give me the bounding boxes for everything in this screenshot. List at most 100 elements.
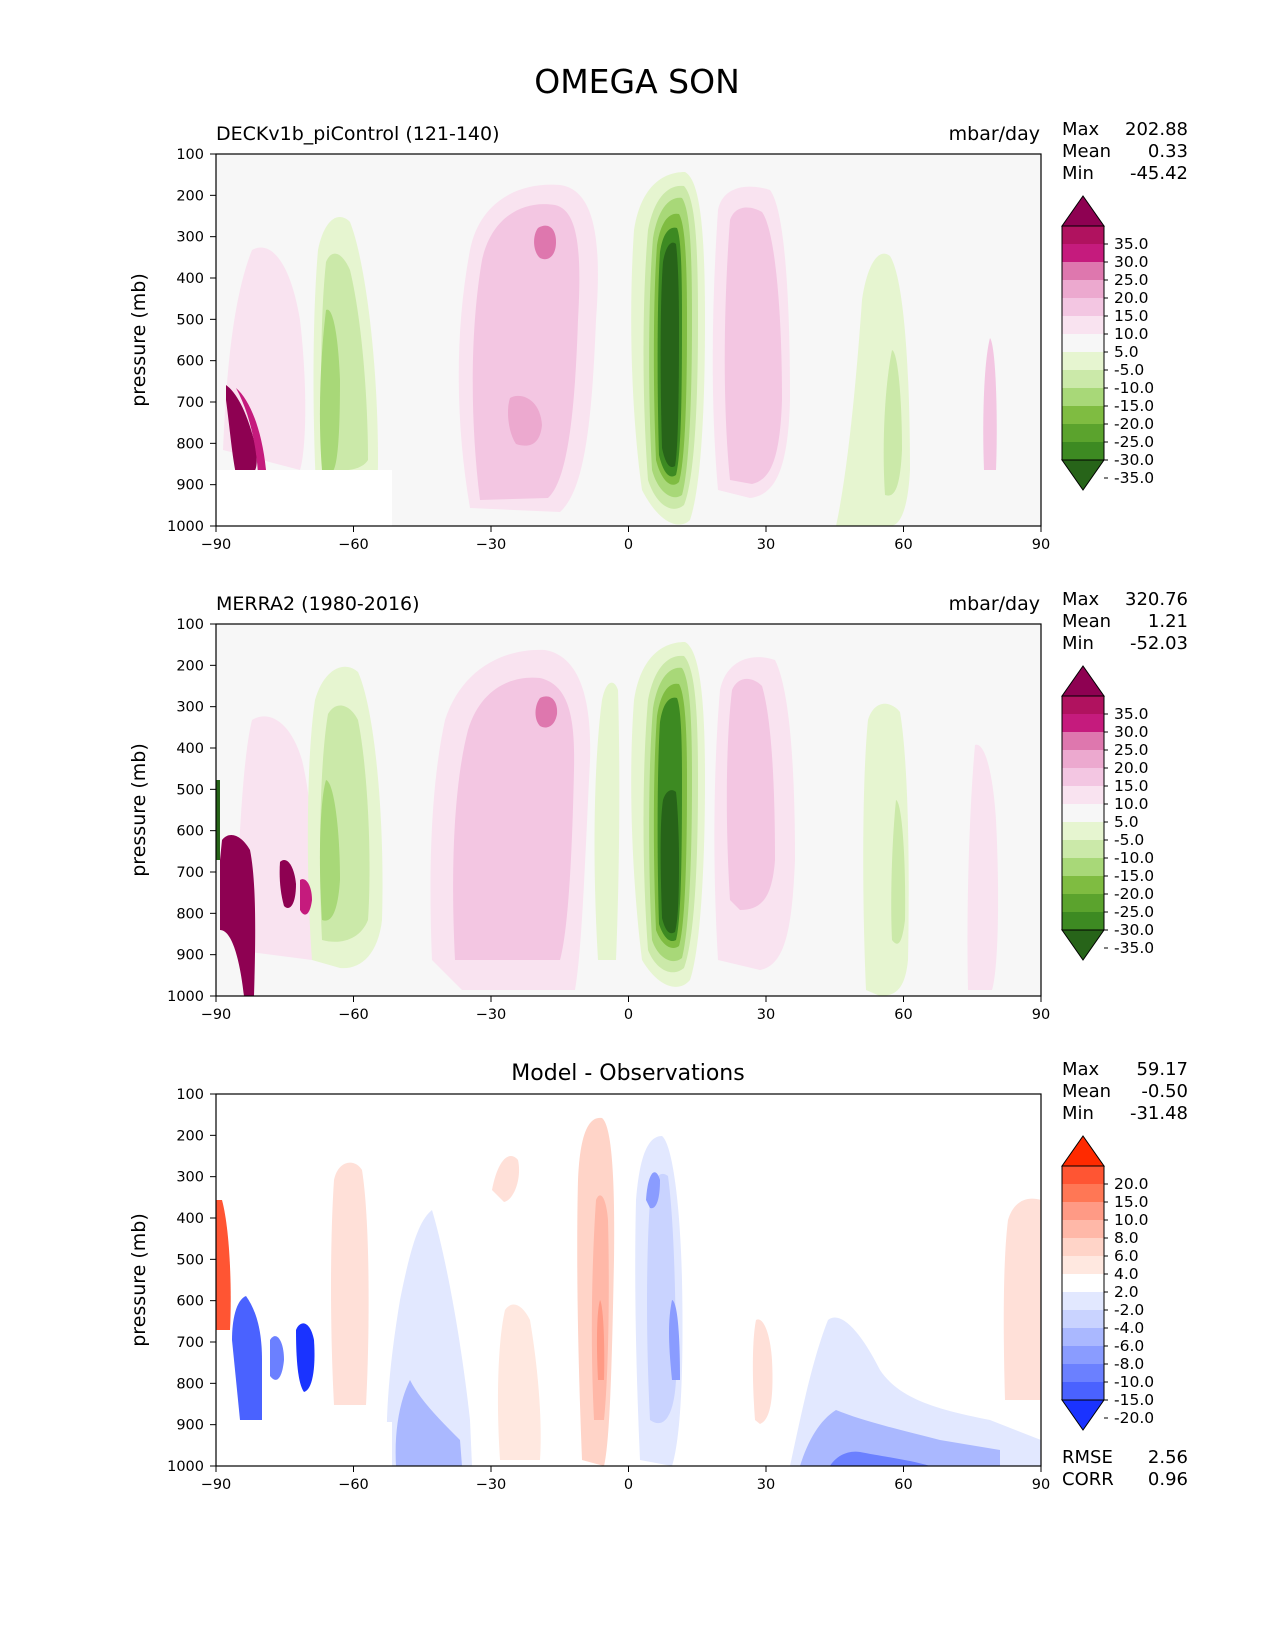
x-tick-label: −30 [476, 1477, 507, 1493]
y-tick-label: 1000 [167, 1459, 204, 1475]
colorbar-label: -15.0 [1114, 867, 1154, 885]
colorbar-label: -5.0 [1114, 361, 1144, 379]
y-tick-label: 100 [176, 617, 204, 633]
y-tick-label: 1000 [167, 989, 204, 1005]
stat-max-value: 202.88 [1125, 119, 1188, 140]
colorbar-segment [1062, 280, 1104, 298]
error-stats: RMSE 2.56 CORR 0.96 [1062, 1447, 1188, 1490]
stat-min-label: Min [1062, 633, 1094, 654]
x-tick-label: −90 [201, 537, 232, 553]
y-tick-label: 300 [176, 1170, 204, 1186]
colorbar-label: -20.0 [1114, 885, 1154, 903]
colorbar: 35.030.025.020.015.010.05.0-5.0-10.0-15.… [1061, 665, 1154, 961]
y-axis-label: pressure (mb) [128, 273, 150, 407]
colorbar-segment [1062, 894, 1104, 912]
panel-obs-units: mbar/day [949, 593, 1040, 615]
x-tick-label: −30 [476, 1007, 507, 1023]
colorbar-segment [1062, 316, 1104, 334]
colorbar-segment [1062, 1382, 1104, 1400]
y-tick-label: 800 [176, 436, 204, 452]
contour-neg-nh-inner [800, 1410, 1000, 1466]
colorbar-segment [1062, 1166, 1104, 1184]
contour-descent-nh-inner [726, 678, 775, 910]
colorbar-label: 20.0 [1114, 289, 1149, 307]
y-axis-label: pressure (mb) [128, 743, 150, 877]
colorbar-extend-top [1061, 1135, 1105, 1167]
contour-descent-nh-polar [967, 744, 999, 990]
colorbar-segment [1062, 768, 1104, 786]
stat-max-label: Max [1062, 589, 1100, 610]
x-axis: −90 −60 −30 0 30 60 90 [201, 1466, 1050, 1493]
stat-max-label: Max [1062, 1059, 1100, 1080]
colorbar-segment [1062, 1292, 1104, 1310]
colorbar-frame [1061, 695, 1105, 931]
contour-pos-polar [216, 1200, 231, 1330]
contour-field [216, 624, 1041, 996]
contour-descent-sh-polar [235, 716, 315, 960]
y-tick-label: 500 [176, 782, 204, 798]
colorbar-label: 15.0 [1114, 1193, 1149, 1211]
colorbar-label: 8.0 [1114, 1229, 1139, 1247]
stat-mean-label: Mean [1062, 1081, 1111, 1102]
contour-pos-nh [1003, 1198, 1041, 1400]
colorbar-label: -35.0 [1114, 939, 1154, 957]
colorbar-segment [1062, 804, 1104, 822]
colorbar-label: 35.0 [1114, 705, 1149, 723]
stat-min-label: Min [1062, 163, 1094, 184]
masked-region [216, 1422, 392, 1466]
colorbar-segment [1062, 1310, 1104, 1328]
y-tick-label: 100 [176, 147, 204, 163]
colorbar-label: -25.0 [1114, 903, 1154, 921]
colorbar-segment [1062, 786, 1104, 804]
y-tick-label: 900 [176, 1418, 204, 1434]
x-tick-label: −90 [201, 1477, 232, 1493]
y-axis: 100 200 300 400 500 600 700 800 900 1000 [167, 147, 216, 535]
stat-rmse-value: 2.56 [1148, 1447, 1188, 1468]
colorbar-segment [1062, 352, 1104, 370]
y-tick-label: 400 [176, 271, 204, 287]
colorbar-segment [1062, 1346, 1104, 1364]
x-tick-label: −60 [338, 537, 369, 553]
colorbar-extend-bottom [1061, 929, 1105, 961]
contour-neg-equator-top [646, 1172, 660, 1209]
colorbar-frame [1061, 225, 1105, 461]
colorbar-label: 10.0 [1114, 795, 1149, 813]
colorbar-segment [1062, 876, 1104, 894]
x-tick-label: 60 [894, 1007, 912, 1023]
y-tick-label: 700 [176, 1335, 204, 1351]
colorbar-label: -5.0 [1114, 831, 1144, 849]
colorbar-label: -15.0 [1114, 1391, 1154, 1409]
x-tick-label: −60 [338, 1007, 369, 1023]
stat-mean-value: 1.21 [1148, 611, 1188, 632]
panel-diff: Model - Observations pressure (mb) [128, 1059, 1188, 1493]
colorbar-segment [1062, 840, 1104, 858]
colorbar-label: 15.0 [1114, 307, 1149, 325]
colorbar-segment [1062, 244, 1104, 262]
contour-ascent-sh-edge [594, 682, 620, 960]
x-tick-label: 0 [624, 1477, 633, 1493]
stat-max-label: Max [1062, 119, 1100, 140]
contour-pos-mid [497, 1304, 541, 1460]
stat-mean-label: Mean [1062, 141, 1111, 162]
y-tick-label: 500 [176, 1252, 204, 1268]
x-tick-label: 60 [894, 1477, 912, 1493]
figure-title: OMEGA SON [534, 62, 740, 101]
y-tick-label: 200 [176, 1128, 204, 1144]
colorbar-segment [1062, 370, 1104, 388]
y-tick-label: 600 [176, 354, 204, 370]
stat-mean-value: 0.33 [1148, 141, 1188, 162]
stat-min-value: -52.03 [1130, 633, 1188, 654]
x-tick-label: −60 [338, 1477, 369, 1493]
colorbar-segment [1062, 442, 1104, 460]
x-tick-label: 0 [624, 537, 633, 553]
colorbar-label: -30.0 [1114, 921, 1154, 939]
colorbar-segment [1062, 1238, 1104, 1256]
x-tick-label: −30 [476, 537, 507, 553]
colorbar-segment [1062, 822, 1104, 840]
colorbar-segment [1062, 334, 1104, 352]
colorbar-segment [1062, 732, 1104, 750]
stat-max-value: 59.17 [1136, 1059, 1188, 1080]
y-tick-label: 900 [176, 948, 204, 964]
y-tick-label: 400 [176, 741, 204, 757]
